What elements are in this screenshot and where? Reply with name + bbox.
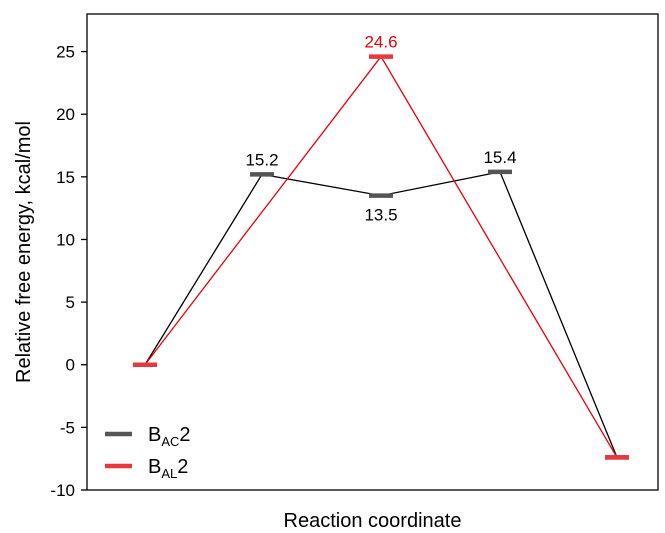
data-label: 13.5 bbox=[364, 206, 397, 225]
plot-frame bbox=[86, 13, 659, 491]
legend-label: BAC2 bbox=[148, 424, 191, 449]
data-label: 15.2 bbox=[245, 150, 278, 169]
y-tick-label: -10 bbox=[50, 481, 75, 500]
data-labels: 15.2 13.5 15.4 24.6 bbox=[245, 33, 516, 225]
legend: BAC2 BAL2 bbox=[105, 424, 191, 481]
y-tick-label: 0 bbox=[66, 356, 75, 375]
y-axis: -10 -5 0 5 10 15 20 25 bbox=[50, 43, 87, 500]
y-tick-label: 10 bbox=[56, 230, 75, 249]
y-tick-label: 15 bbox=[56, 168, 75, 187]
legend-label: BAL2 bbox=[148, 456, 188, 481]
y-tick-label: 5 bbox=[66, 293, 75, 312]
y-axis-label: Relative free energy, kcal/mol bbox=[13, 121, 35, 383]
y-tick-label: 25 bbox=[56, 43, 75, 62]
x-axis-label: Reaction coordinate bbox=[284, 510, 462, 532]
y-tick-label: -5 bbox=[60, 418, 75, 437]
data-label: 24.6 bbox=[364, 33, 397, 52]
energy-levels bbox=[133, 54, 629, 460]
data-label: 15.4 bbox=[483, 148, 516, 167]
y-tick-label: 20 bbox=[56, 105, 75, 124]
